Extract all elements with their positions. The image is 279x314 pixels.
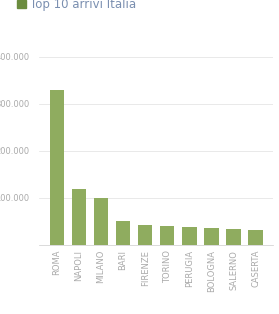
Legend: Top 10 arrivi Italia: Top 10 arrivi Italia [17,0,136,11]
Bar [182,227,196,245]
Bar [248,230,263,245]
Bar [226,229,241,245]
Bar [116,221,130,245]
Bar [94,198,108,245]
Bar [204,229,219,245]
Bar [138,225,152,245]
Bar [160,225,174,245]
Bar [72,189,86,245]
Bar [50,90,64,245]
